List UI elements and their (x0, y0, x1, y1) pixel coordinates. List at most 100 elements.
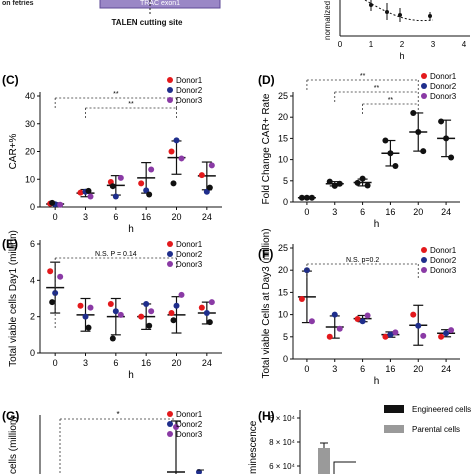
legend-marker-donor1 (167, 77, 173, 83)
legend-label: Donor1 (176, 240, 203, 249)
x-tick-label: 3 (83, 212, 88, 222)
y-tick-label: 10 (25, 174, 35, 184)
y-tick-label: 6 (30, 239, 35, 249)
panel-d: (D) 0 5 10 15 20 25 0 3 6 16 20 24 h Fold Change CAR+ … (258, 72, 460, 230)
data-point (85, 187, 92, 194)
legend-label: Donor1 (430, 72, 457, 81)
data-point (354, 179, 361, 186)
data-point-donor1 (438, 333, 445, 340)
x-axis-label: h (128, 370, 134, 381)
legend-marker-donor1 (167, 241, 173, 247)
data-point (336, 180, 343, 187)
legend-marker-donor2 (167, 87, 173, 93)
data-point-donor3 (392, 329, 399, 336)
legend-label: Donor2 (430, 256, 457, 265)
bar-parental (318, 448, 330, 474)
top-right-xtick: 3 (431, 40, 436, 49)
data-point-donor2 (52, 290, 59, 297)
top-right-points (369, 0, 432, 22)
y-tick-label: 4 (30, 275, 35, 285)
panel-label: (F) (258, 247, 273, 261)
y-tick-label: 8 × 10⁴ (269, 438, 295, 447)
data-point (415, 129, 422, 136)
x-axis-label: h (374, 376, 380, 387)
data-point-donor2 (331, 311, 338, 318)
x-tick-label: 6 (360, 207, 365, 217)
x-tick-label: 20 (171, 212, 181, 222)
data-point-donor1 (354, 316, 361, 323)
legend-label: Donor2 (176, 86, 203, 95)
data-point-donor3 (308, 318, 315, 325)
data-point-donor3 (57, 201, 64, 208)
data-point (170, 180, 177, 187)
legend-label: Donor3 (430, 266, 457, 275)
data-point (438, 118, 445, 125)
data-point-donor1 (326, 333, 333, 340)
legend-marker-donor1 (421, 247, 427, 253)
data-point-donor3 (148, 308, 155, 315)
y-tick-label: 25 (278, 243, 288, 253)
x-tick-label: 16 (385, 207, 395, 217)
x-tick-label: 20 (413, 364, 423, 374)
data-point (359, 175, 366, 182)
data-point-donor2 (387, 331, 394, 338)
data-point (170, 317, 177, 324)
data-point (49, 199, 56, 206)
legend-label: Donor2 (176, 250, 203, 259)
data-point-donor3 (148, 166, 155, 173)
data-point-donor3 (87, 304, 94, 311)
y-tick-label: 10 (278, 155, 288, 165)
legend-label: Donor3 (176, 260, 203, 269)
data-point-donor1 (77, 189, 84, 196)
top-right-xtick: 1 (369, 40, 374, 49)
data-point-donor2 (112, 308, 119, 315)
legend-label: Donor2 (176, 420, 203, 429)
data-point-donor1 (138, 180, 145, 187)
data-point (49, 299, 56, 306)
legend-swatch-parental (384, 425, 404, 433)
y-tick-label: 10 (278, 310, 288, 320)
data-point (298, 194, 305, 201)
data-point-donor1 (47, 268, 54, 275)
x-tick-label: 0 (53, 358, 58, 368)
top-right-xtick: 0 (338, 40, 343, 49)
legend-label: Engineered cells (412, 405, 471, 414)
data-point-donor2 (443, 330, 450, 337)
data-point-donor3 (173, 424, 179, 430)
significance-label: ** (360, 73, 366, 80)
data-point-donor2 (303, 267, 310, 274)
legend-marker-donor3 (167, 261, 173, 267)
x-tick-label: 16 (385, 364, 395, 374)
x-tick-label: 16 (141, 358, 151, 368)
data-point-donor1 (168, 148, 175, 155)
y-tick-label: 0 (283, 354, 288, 364)
y-tick-label: 15 (278, 133, 288, 143)
x-tick-label: 24 (202, 212, 212, 222)
data-point-donor2 (359, 318, 366, 325)
data-point (206, 184, 213, 191)
y-axis-label: Total viable Cells at Day3 (million) (261, 228, 272, 378)
data-point (392, 162, 399, 169)
data-point-donor2 (112, 193, 119, 200)
panel-f: (F) 0 5 10 15 20 25 0 3 6 16 20 24 h Total viable Cell… (258, 228, 460, 387)
data-point-donor1 (107, 300, 114, 307)
x-tick-label: 0 (304, 364, 309, 374)
legend-marker-donor1 (421, 73, 427, 79)
data-point (387, 150, 394, 157)
data-point (85, 324, 92, 331)
data-point-donor1 (168, 310, 175, 317)
data-point (308, 194, 315, 201)
legend-label: Donor3 (176, 430, 203, 439)
legend-label: Donor3 (176, 96, 203, 105)
data-point-donor1 (198, 304, 205, 311)
data-point-donor3 (208, 162, 215, 169)
y-tick-label: 0 (30, 202, 35, 212)
legend-marker-donor2 (167, 251, 173, 257)
data-point (443, 135, 450, 142)
data-point-donor1 (410, 311, 417, 318)
y-tick-label: 20 (25, 147, 35, 157)
legend-marker-donor1 (167, 411, 173, 417)
legend-marker-donor2 (421, 83, 427, 89)
